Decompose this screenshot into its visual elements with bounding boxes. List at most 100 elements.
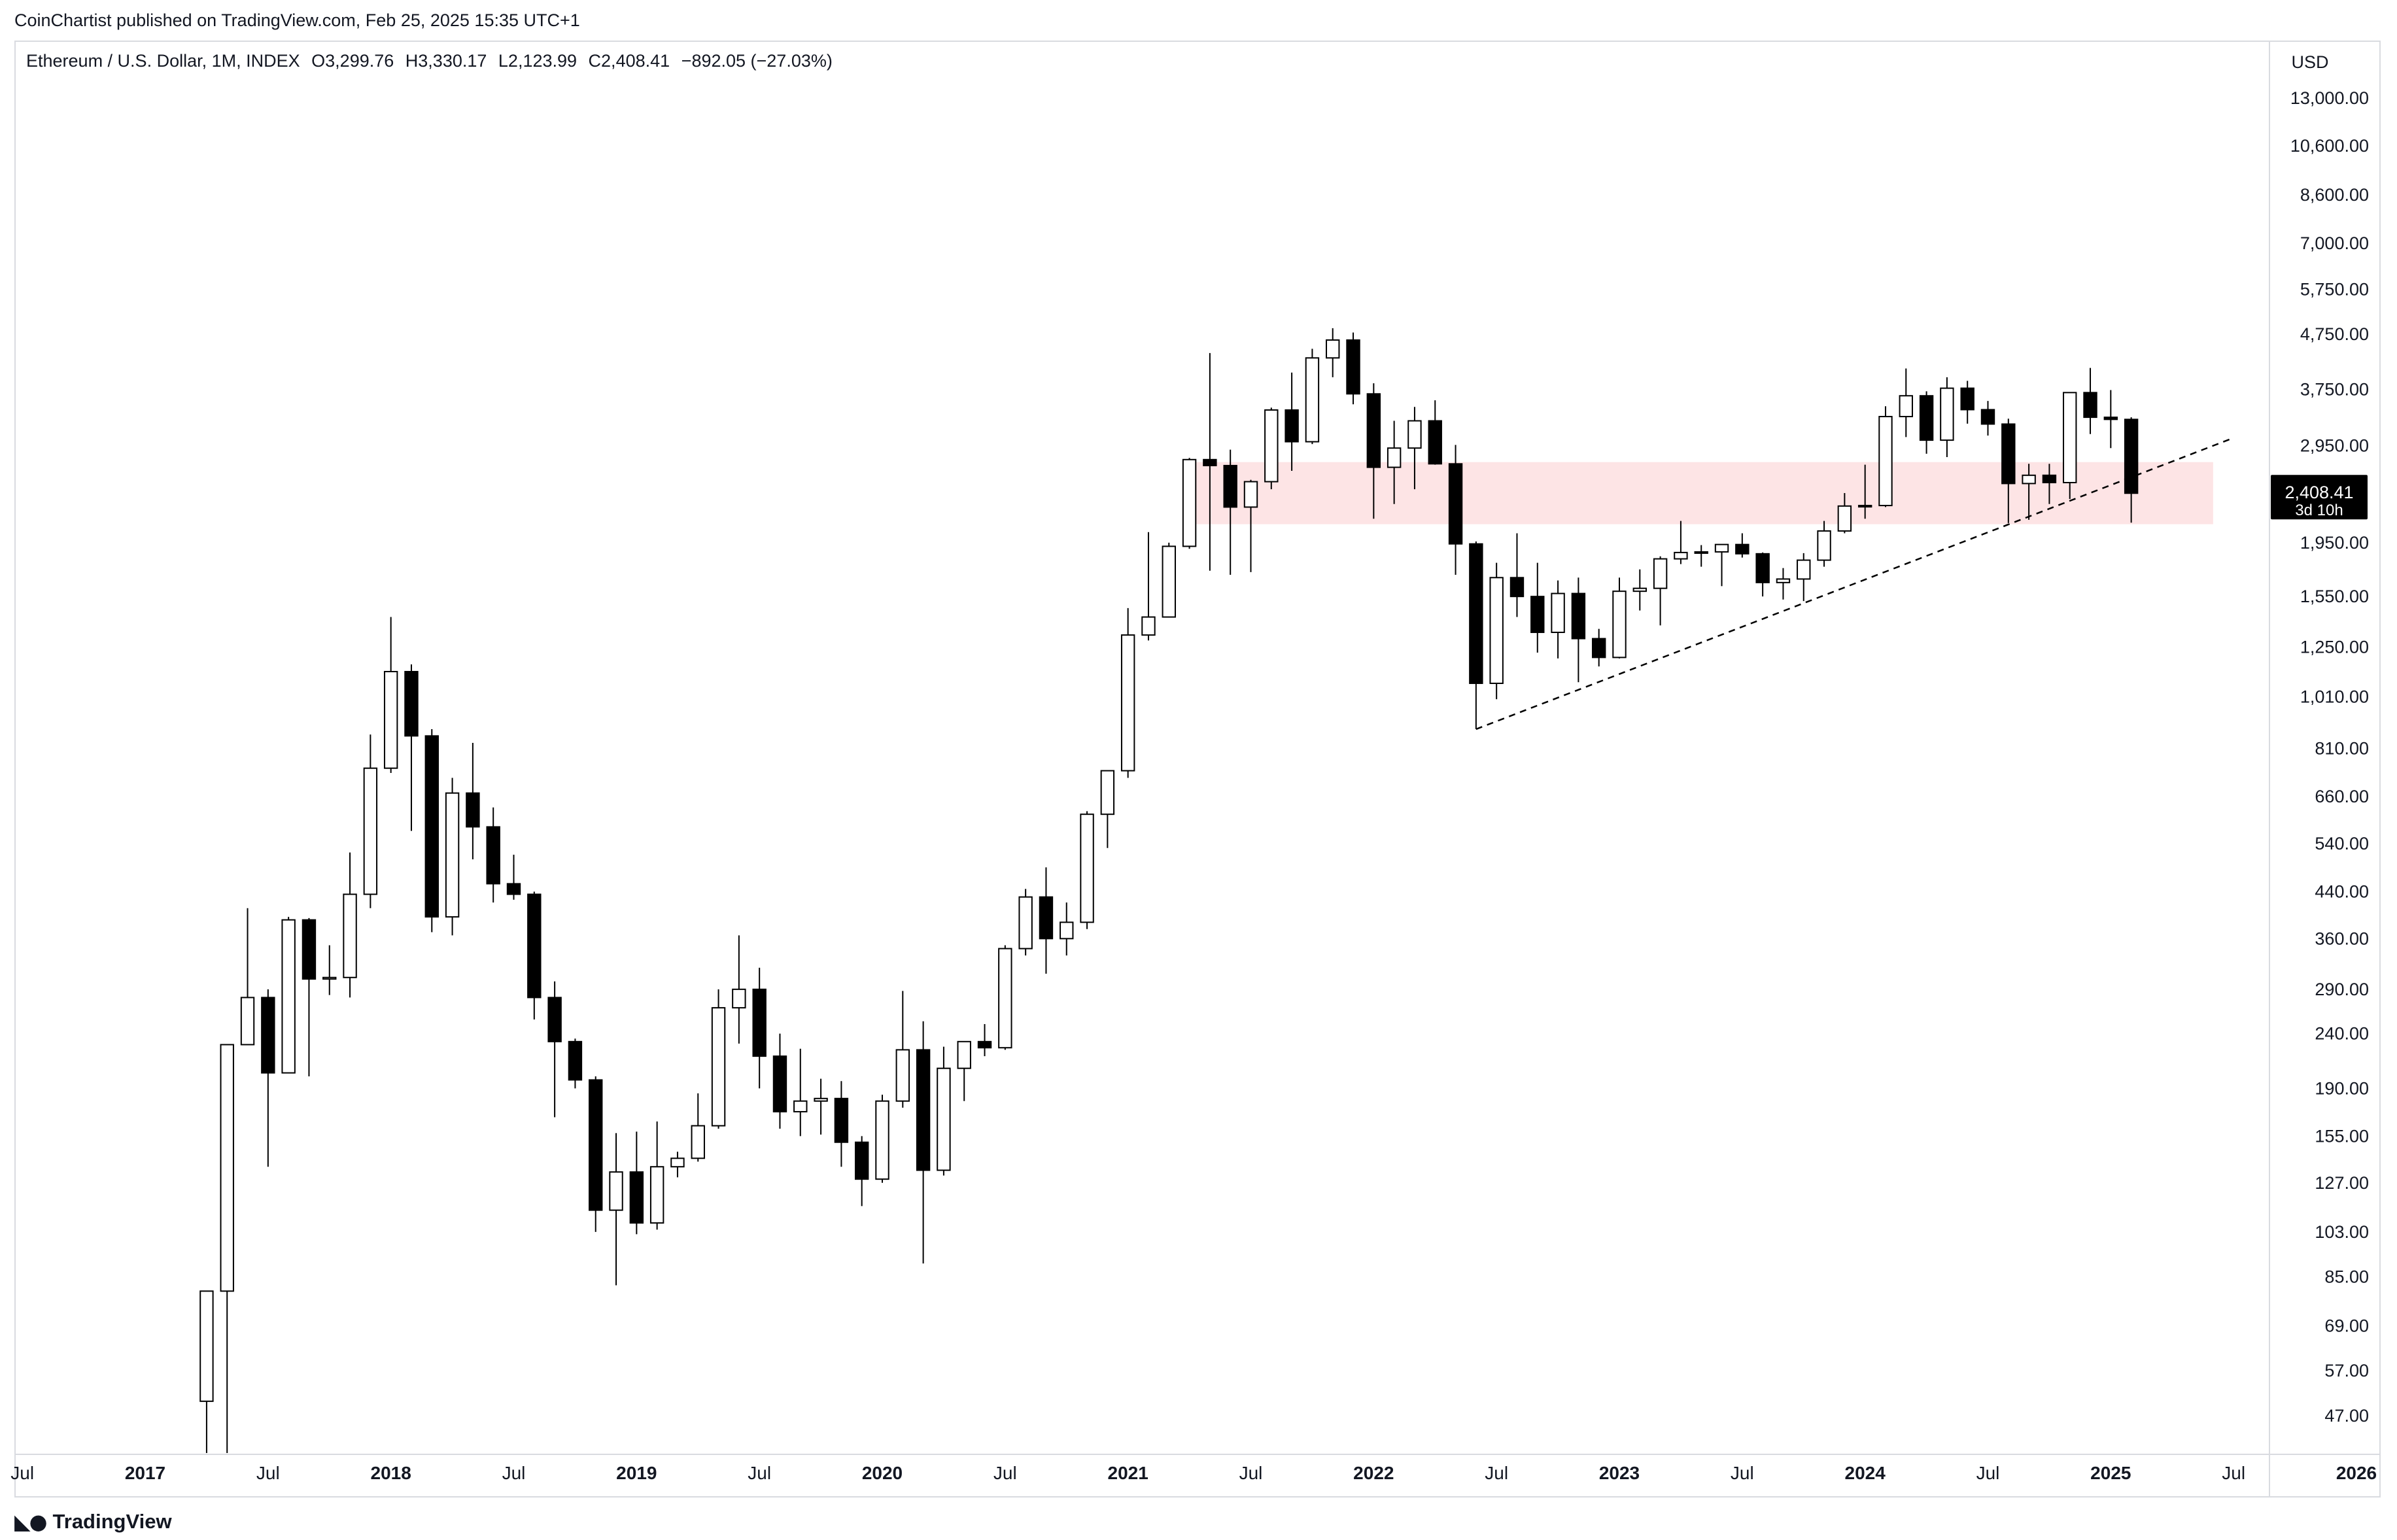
candle[interactable] — [772, 1033, 787, 1129]
candle[interactable] — [1489, 562, 1504, 700]
candle[interactable] — [1100, 770, 1115, 848]
candle[interactable] — [1407, 407, 1422, 490]
candle[interactable] — [568, 1038, 583, 1089]
support-trendline[interactable] — [1475, 437, 2234, 730]
candle[interactable] — [937, 1046, 951, 1176]
candle[interactable] — [1264, 407, 1279, 490]
candle[interactable] — [1571, 577, 1586, 683]
candle[interactable] — [2042, 464, 2057, 504]
candle[interactable] — [1305, 349, 1320, 445]
currency-label[interactable]: USD — [2291, 52, 2328, 72]
candle[interactable] — [1162, 542, 1176, 618]
candle[interactable] — [691, 1093, 705, 1162]
candle[interactable] — [1060, 902, 1074, 956]
candle[interactable] — [261, 989, 275, 1167]
candle[interactable] — [1530, 562, 1545, 653]
candle[interactable] — [486, 807, 500, 903]
candle[interactable] — [1735, 533, 1750, 558]
symbol-title[interactable]: Ethereum / U.S. Dollar, 1M, INDEX — [26, 51, 300, 71]
candle[interactable] — [322, 945, 337, 995]
candle[interactable] — [895, 991, 910, 1108]
candle[interactable] — [1776, 568, 1791, 600]
candle[interactable] — [1469, 541, 1483, 730]
candle[interactable] — [2124, 417, 2139, 523]
candle[interactable] — [916, 1021, 931, 1264]
candle[interactable] — [1039, 867, 1054, 974]
candle[interactable] — [793, 1048, 808, 1137]
candle[interactable] — [220, 1044, 234, 1453]
candle[interactable] — [2103, 390, 2118, 449]
candle[interactable] — [1694, 545, 1708, 567]
candle[interactable] — [1509, 533, 1525, 617]
tradingview-logo[interactable]: ◣● TradingView — [14, 1509, 172, 1534]
candle[interactable] — [814, 1078, 828, 1135]
candle[interactable] — [875, 1094, 889, 1183]
candle[interactable] — [1817, 521, 1831, 567]
candle[interactable] — [343, 852, 357, 998]
candle[interactable] — [1980, 401, 1995, 436]
candle[interactable] — [1428, 400, 1442, 465]
candle[interactable] — [302, 917, 317, 1077]
candle[interactable] — [1551, 580, 1565, 659]
candle[interactable] — [649, 1121, 664, 1230]
candle[interactable] — [1243, 479, 1258, 572]
candle[interactable] — [1203, 352, 1217, 571]
candle[interactable] — [281, 917, 296, 1074]
candle[interactable] — [2001, 419, 2016, 523]
candle[interactable] — [752, 967, 767, 1089]
candle[interactable] — [711, 989, 726, 1129]
candle[interactable] — [547, 981, 562, 1118]
candle[interactable] — [1940, 377, 1954, 457]
candle[interactable] — [506, 855, 521, 900]
candle[interactable] — [732, 935, 746, 1044]
candle[interactable] — [2083, 368, 2097, 434]
candle[interactable] — [670, 1152, 685, 1178]
candle[interactable] — [2022, 464, 2036, 520]
candle[interactable] — [1960, 381, 1975, 424]
candle[interactable] — [1182, 458, 1197, 549]
candle[interactable] — [1448, 445, 1463, 575]
candle[interactable] — [1346, 332, 1360, 405]
candle[interactable] — [957, 1040, 971, 1101]
candle[interactable] — [363, 734, 378, 908]
candle[interactable] — [1591, 628, 1606, 667]
candle[interactable] — [1755, 552, 1770, 597]
candle[interactable] — [1285, 372, 1299, 471]
candle[interactable] — [2063, 392, 2077, 500]
candle[interactable] — [854, 1136, 869, 1206]
candle[interactable] — [589, 1076, 603, 1232]
candle[interactable] — [1223, 449, 1237, 575]
candle[interactable] — [1899, 368, 1913, 437]
candle[interactable] — [1797, 553, 1811, 602]
candle[interactable] — [445, 778, 460, 936]
candle[interactable] — [629, 1131, 644, 1235]
candle[interactable] — [1714, 543, 1729, 587]
candle[interactable] — [527, 891, 542, 1019]
candle[interactable] — [240, 908, 255, 1046]
candle[interactable] — [1018, 889, 1033, 956]
candle[interactable] — [466, 742, 480, 860]
candle[interactable] — [609, 1133, 623, 1286]
candle[interactable] — [199, 1290, 214, 1453]
candle[interactable] — [1632, 569, 1647, 611]
candle[interactable] — [383, 617, 398, 774]
candle[interactable] — [1857, 464, 1872, 519]
candle[interactable] — [1326, 328, 1340, 377]
candle[interactable] — [404, 664, 419, 831]
candle[interactable] — [1837, 492, 1852, 534]
candle[interactable] — [998, 945, 1012, 1050]
candle[interactable] — [1120, 607, 1135, 778]
candle[interactable] — [424, 729, 439, 933]
candle[interactable] — [1141, 532, 1156, 641]
candle[interactable] — [977, 1024, 992, 1057]
candle[interactable] — [1674, 521, 1688, 564]
candle[interactable] — [834, 1081, 849, 1167]
candle[interactable] — [1612, 577, 1627, 659]
candle[interactable] — [1080, 811, 1094, 929]
candle[interactable] — [1366, 383, 1381, 519]
candle[interactable] — [1878, 406, 1893, 507]
candle[interactable] — [1387, 420, 1402, 504]
candle[interactable] — [1919, 391, 1934, 454]
candle[interactable] — [1653, 556, 1668, 626]
